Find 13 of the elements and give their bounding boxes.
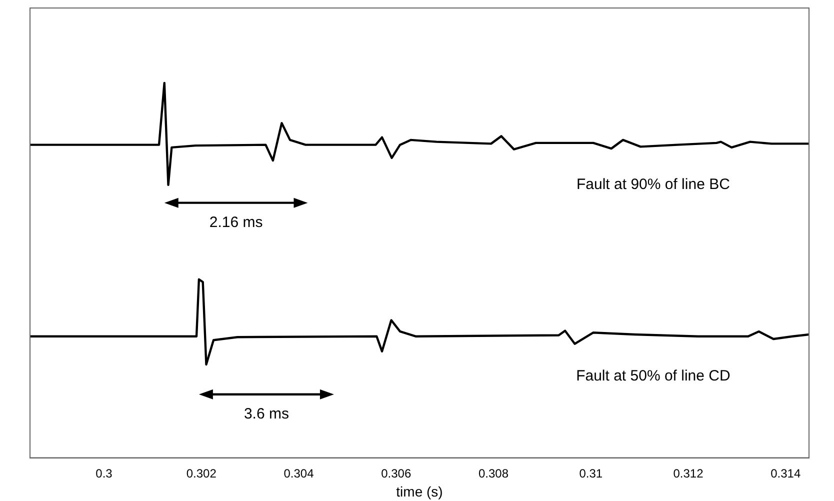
series-label: Fault at 90% of line BC xyxy=(576,176,730,193)
series-label: Fault at 50% of line CD xyxy=(576,367,730,384)
x-tick-label: 0.314 xyxy=(770,466,801,480)
annotation: 3.6 ms xyxy=(244,405,289,422)
x-tick-label: 0.312 xyxy=(673,466,704,480)
annotation: 2.16 ms xyxy=(209,214,263,231)
x-tick-label: 0.304 xyxy=(284,466,314,480)
x-tick-label: 0.3 xyxy=(96,466,113,480)
x-tick-label: 0.302 xyxy=(186,466,217,480)
x-axis-title: time (s) xyxy=(396,483,443,500)
x-tick-label: 0.31 xyxy=(579,466,603,480)
x-tick-label: 0.308 xyxy=(478,466,509,480)
x-tick-label: 0.306 xyxy=(381,466,412,480)
